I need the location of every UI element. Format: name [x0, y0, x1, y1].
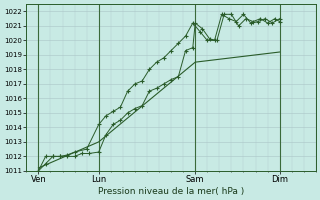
- X-axis label: Pression niveau de la mer( hPa ): Pression niveau de la mer( hPa ): [98, 187, 244, 196]
